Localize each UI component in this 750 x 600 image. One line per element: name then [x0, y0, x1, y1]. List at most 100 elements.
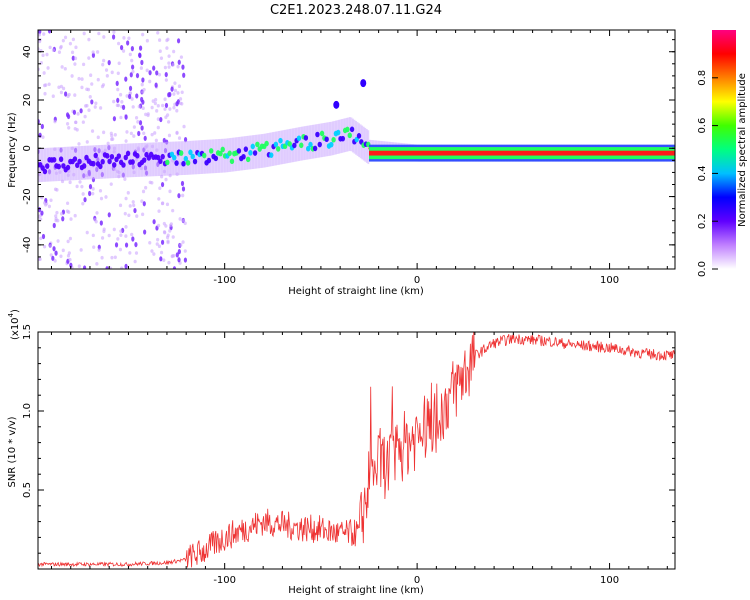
noise-point [158, 38, 162, 42]
noise-point [94, 101, 98, 106]
noise-point [153, 131, 157, 135]
noise-point [148, 79, 152, 84]
noise-point [73, 213, 77, 218]
noise-point [130, 232, 134, 237]
noise-point [124, 234, 128, 238]
snr-plot-area [38, 332, 675, 569]
ridge-halo [352, 118, 354, 153]
ridge-halo [199, 140, 202, 175]
y-tick-label: 20 [22, 94, 33, 107]
noise-point [179, 55, 184, 59]
spectrogram-ticks: -100 0 100 -40 -20 0 20 40 [22, 30, 675, 286]
noise-point [124, 263, 128, 269]
spectrogram-frame [37, 29, 676, 270]
noise-point [59, 90, 63, 95]
noise-point [89, 73, 93, 77]
ridge-halo [267, 133, 270, 167]
ridge-halo [170, 141, 173, 176]
noise-point [95, 262, 99, 266]
ridge-halo [198, 140, 200, 175]
noise-point [64, 91, 68, 97]
noise-point [51, 255, 55, 261]
ridge-core [142, 157, 147, 163]
ridge-core [296, 135, 302, 142]
noise-point [177, 257, 181, 263]
noise-point [69, 262, 73, 268]
noise-point [158, 49, 162, 54]
noise-point [152, 252, 156, 256]
noise-point [171, 208, 175, 213]
colorbar-tick-label: 0.2 [697, 213, 708, 229]
ridge-halo [134, 143, 137, 177]
noise-point [47, 204, 52, 209]
noise-point [168, 189, 172, 194]
noise-point [101, 62, 105, 67]
ridge-core [42, 168, 48, 175]
ridge-halo [344, 118, 347, 153]
ridge-halo [59, 147, 62, 181]
ridge-core [112, 162, 117, 168]
snr-multiplier-exp: 4 [7, 312, 15, 317]
ridge-core [91, 160, 96, 167]
noise-point [162, 221, 166, 226]
x-tick-label: -100 [213, 275, 236, 286]
ridge-core [56, 163, 61, 170]
noise-point [75, 184, 79, 189]
noise-point [141, 106, 145, 110]
noise-point [105, 266, 109, 269]
ridge-halo [167, 141, 170, 176]
y-tick-label: 1.5 [22, 324, 33, 340]
noise-point [56, 239, 60, 243]
ridge-core [220, 146, 225, 153]
ridge-core [172, 154, 177, 161]
noise-point [132, 134, 136, 138]
noise-point [68, 236, 73, 241]
noise-point [38, 132, 42, 138]
noise-point [81, 192, 85, 196]
noise-point [173, 88, 178, 93]
noise-point [164, 78, 168, 82]
ridge-core [248, 150, 253, 156]
ridge-core [319, 130, 325, 137]
ridge-halo [270, 132, 273, 167]
ridge-halo [321, 123, 324, 158]
noise-point [81, 201, 85, 206]
ridge-core [93, 152, 98, 159]
noise-point [116, 41, 121, 46]
noise-point [164, 177, 168, 182]
noise-point [141, 90, 145, 94]
noise-point [167, 120, 171, 124]
noise-point [167, 65, 171, 69]
ridge-halo [315, 124, 317, 159]
noise-point [73, 62, 77, 66]
ridge-halo [82, 145, 85, 180]
ridge-halo [264, 133, 267, 168]
noise-point [115, 103, 119, 108]
noise-point [128, 93, 132, 100]
noise-point [110, 255, 114, 260]
noise-point [129, 72, 133, 78]
noise-point [70, 74, 74, 78]
noise-point [113, 132, 117, 137]
ridge-halo [65, 146, 68, 181]
noise-point [106, 141, 110, 146]
ridge-halo [94, 145, 97, 180]
band-inner [369, 150, 675, 156]
noise-point [170, 86, 174, 92]
colorbar-gradient [712, 30, 736, 269]
noise-point [110, 137, 114, 142]
noise-point [107, 233, 111, 238]
noise-point [87, 108, 91, 113]
noise-point [39, 217, 43, 221]
noise-point [91, 187, 95, 191]
noise-point [164, 71, 168, 78]
ridge-core [278, 137, 283, 144]
noise-point [107, 60, 111, 66]
ridge-core [347, 132, 352, 139]
noise-point [51, 94, 55, 98]
noise-point [66, 201, 70, 206]
noise-point [99, 220, 103, 226]
noise-point [176, 38, 181, 44]
noise-point [157, 72, 162, 77]
noise-point [102, 229, 106, 234]
